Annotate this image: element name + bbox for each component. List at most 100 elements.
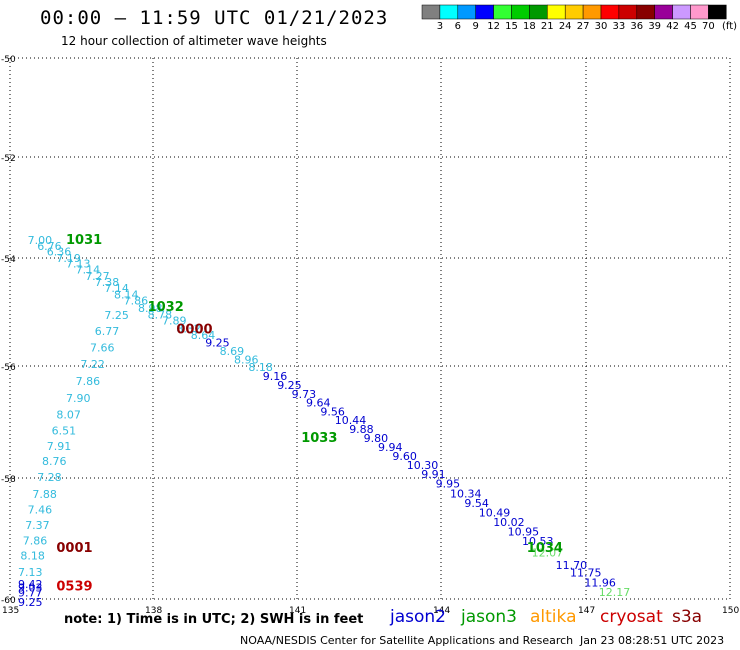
track-time-label: 1033	[301, 431, 337, 446]
swh-value-label: 9.88	[349, 423, 374, 436]
colorbar-tick-label: 70	[702, 21, 715, 32]
colorbar-tick-label: 27	[576, 21, 590, 32]
x-tick-label: 135	[2, 606, 19, 616]
swh-value-label: 8.64	[191, 329, 216, 342]
y-tick-label: -58	[1, 475, 16, 485]
note-text: note: 1) Time is in UTC; 2) SWH is in fe…	[64, 612, 364, 627]
swh-value-label: 7.86	[124, 294, 149, 307]
swh-value-label: 10.02	[493, 516, 525, 529]
chart-title: 00:00 – 11:59 UTC 01/21/2023	[40, 7, 389, 29]
swh-value-label: 8.98	[138, 302, 163, 315]
colorbar-tick-label: 33	[612, 21, 626, 32]
swh-value-label: 7.00	[28, 234, 52, 247]
swh-value-label: 10.53	[522, 535, 554, 548]
track-time-label: 0001	[56, 541, 92, 556]
x-tick-label: 138	[145, 606, 162, 616]
y-tick-label: -60	[1, 596, 16, 606]
swh-value-label: 9.94	[378, 441, 403, 454]
swh-value-label: 9.91	[421, 468, 446, 481]
track-time-label: 1032	[148, 300, 184, 315]
chart-subtitle: 12 hour collection of altimeter wave hei…	[61, 34, 327, 48]
swh-value-label: 8.69	[220, 345, 245, 358]
y-tick-label: -50	[1, 55, 16, 65]
legend-jason2: jason2	[390, 607, 446, 627]
swh-value-label: 7.38	[95, 276, 120, 289]
swh-value-label: 8.78	[148, 308, 173, 321]
swh-value-label: 9.16	[263, 370, 288, 383]
colorbar	[421, 4, 727, 20]
swh-value-label: 8.18	[20, 550, 45, 563]
colorbar-tick-label: 18	[523, 21, 536, 32]
y-tick-label: -56	[1, 363, 16, 373]
swh-value-label: 12.07	[532, 547, 564, 560]
footer-credit: NOAA/NESDIS Center for Satellite Applica…	[240, 634, 574, 647]
swh-value-label: 7.27	[85, 270, 110, 283]
footer-timestamp: Jan 23 08:28:51 UTC 2023	[580, 634, 725, 647]
colorbar-tick-label: 42	[666, 21, 679, 32]
x-tick-label: 150	[722, 606, 739, 616]
swh-value-label: 6.76	[37, 240, 62, 253]
swh-value-label: 9.77	[18, 587, 43, 600]
swh-value-label: 8.76	[42, 455, 67, 468]
swh-value-label: 7.88	[32, 488, 57, 501]
swh-value-label: 9.73	[292, 388, 317, 401]
swh-value-label: 7.19	[56, 252, 81, 265]
swh-value-label: 6.51	[52, 424, 77, 437]
legend-cryosat: cryosat	[600, 607, 663, 627]
swh-value-label: 7.22	[80, 358, 105, 371]
swh-value-label: 9.25	[205, 337, 230, 350]
colorbar-tick-label: 6	[454, 21, 461, 32]
y-tick-label: -52	[1, 154, 16, 164]
y-tick-label: -54	[1, 255, 16, 265]
swh-value-label: 7.28	[37, 471, 62, 484]
swh-value-label: 8.14	[114, 289, 139, 302]
swh-value-label: 7.13	[18, 566, 43, 579]
colorbar-tick-label: 21	[540, 21, 554, 32]
swh-value-label: 11.70	[556, 559, 588, 572]
swh-value-label: 11.96	[584, 576, 616, 589]
colorbar-tick-label: 45	[684, 21, 697, 32]
swh-value-label: 7.90	[66, 392, 91, 405]
colorbar-tick-label: 30	[594, 21, 608, 32]
swh-value-label: 10.34	[450, 487, 482, 500]
swh-value-label: 10.30	[407, 459, 439, 472]
swh-value-label: 7.86	[23, 535, 48, 548]
swh-value-label: 9.03	[18, 582, 43, 595]
swh-value-label: 8.18	[248, 361, 273, 374]
x-tick-label: 147	[578, 606, 595, 616]
legend-jason3: jason3	[461, 607, 517, 627]
colorbar-tick-label: 15	[505, 21, 518, 32]
swh-value-label: 9.95	[436, 478, 461, 491]
legend-altika: altika	[530, 607, 577, 627]
colorbar-tick-label: 36	[630, 21, 644, 32]
swh-value-label: 9.42	[18, 578, 43, 591]
swh-value-label: 7.89	[162, 314, 187, 327]
swh-value-label: 9.80	[364, 432, 389, 445]
swh-value-label: 7.25	[104, 309, 128, 322]
track-time-label: 1031	[66, 233, 102, 248]
swh-value-label: 9.56	[320, 405, 345, 418]
swh-value-label: 7.46	[28, 504, 52, 517]
colorbar-tick-label: 3	[436, 21, 444, 32]
swh-value-label: 9.25	[18, 596, 43, 609]
swh-value-label: 6.77	[95, 325, 120, 338]
swh-value-label: 9.54	[464, 497, 489, 510]
colorbar-swatch	[708, 4, 727, 20]
track-time-label: 1034	[527, 541, 563, 556]
swh-value-label: 6.36	[47, 245, 72, 258]
swh-value-label: 7.14	[104, 282, 128, 295]
legend-s3a: s3a	[672, 607, 703, 627]
track-time-label: 0000	[176, 323, 212, 338]
swh-value-label: 7.14	[76, 264, 101, 277]
swh-value-label: 10.95	[508, 525, 539, 538]
swh-value-label: 8.96	[234, 353, 259, 366]
colorbar-tick-label: 12	[487, 21, 500, 32]
swh-value-label: 10.49	[479, 507, 511, 520]
swh-value-label: 8.32	[176, 323, 201, 336]
x-tick-label: 144	[433, 606, 450, 616]
swh-value-label: 10.44	[335, 414, 367, 427]
swh-value-label: 8.07	[56, 409, 81, 422]
colorbar-tick-label: 24	[558, 21, 572, 32]
swh-value-label: 12.17	[599, 586, 631, 599]
